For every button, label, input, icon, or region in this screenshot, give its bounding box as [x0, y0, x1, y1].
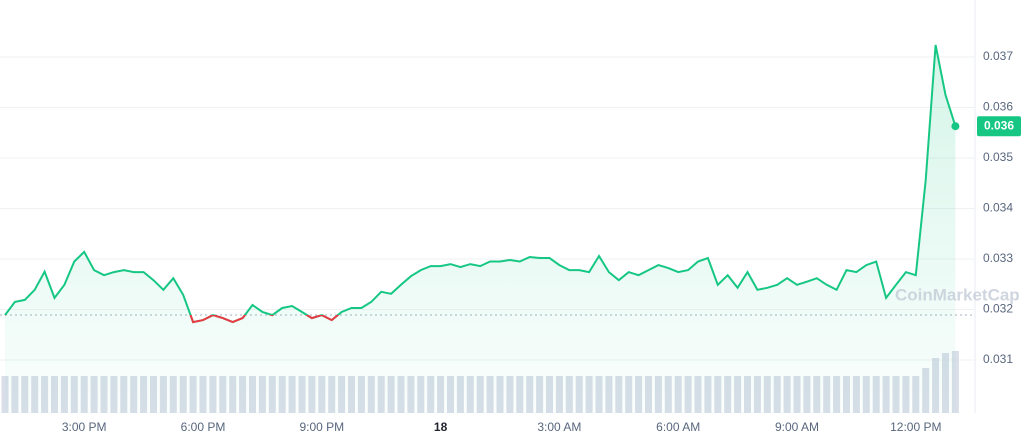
x-tick-label: 18: [434, 420, 448, 434]
x-tick-label: 3:00 PM: [62, 420, 107, 434]
x-tick-label: 6:00 AM: [656, 420, 700, 434]
area: [5, 44, 956, 414]
x-tick-label: 3:00 AM: [537, 420, 581, 434]
price-tag: [977, 116, 1021, 137]
y-tick-label: 0.035: [983, 150, 1013, 164]
price-line: [4, 44, 957, 324]
price-tag-label: 0.036: [984, 118, 1014, 132]
y-tick-label: 0.036: [983, 100, 1013, 114]
y-tick-label: 0.034: [983, 201, 1013, 215]
y-tick-label: 0.037: [983, 49, 1013, 63]
x-tick-label: 6:00 PM: [181, 420, 226, 434]
x-tick-label: 12:00 PM: [890, 420, 941, 434]
x-tick-label: 9:00 AM: [775, 420, 819, 434]
last-point: [951, 122, 960, 131]
watermark: CoinMarketCap: [895, 285, 1020, 304]
y-tick-label: 0.033: [983, 251, 1013, 265]
x-tick-label: 9:00 PM: [299, 420, 344, 434]
y-tick-label: 0.032: [983, 302, 1013, 316]
y-tick-label: 0.031: [983, 352, 1013, 366]
